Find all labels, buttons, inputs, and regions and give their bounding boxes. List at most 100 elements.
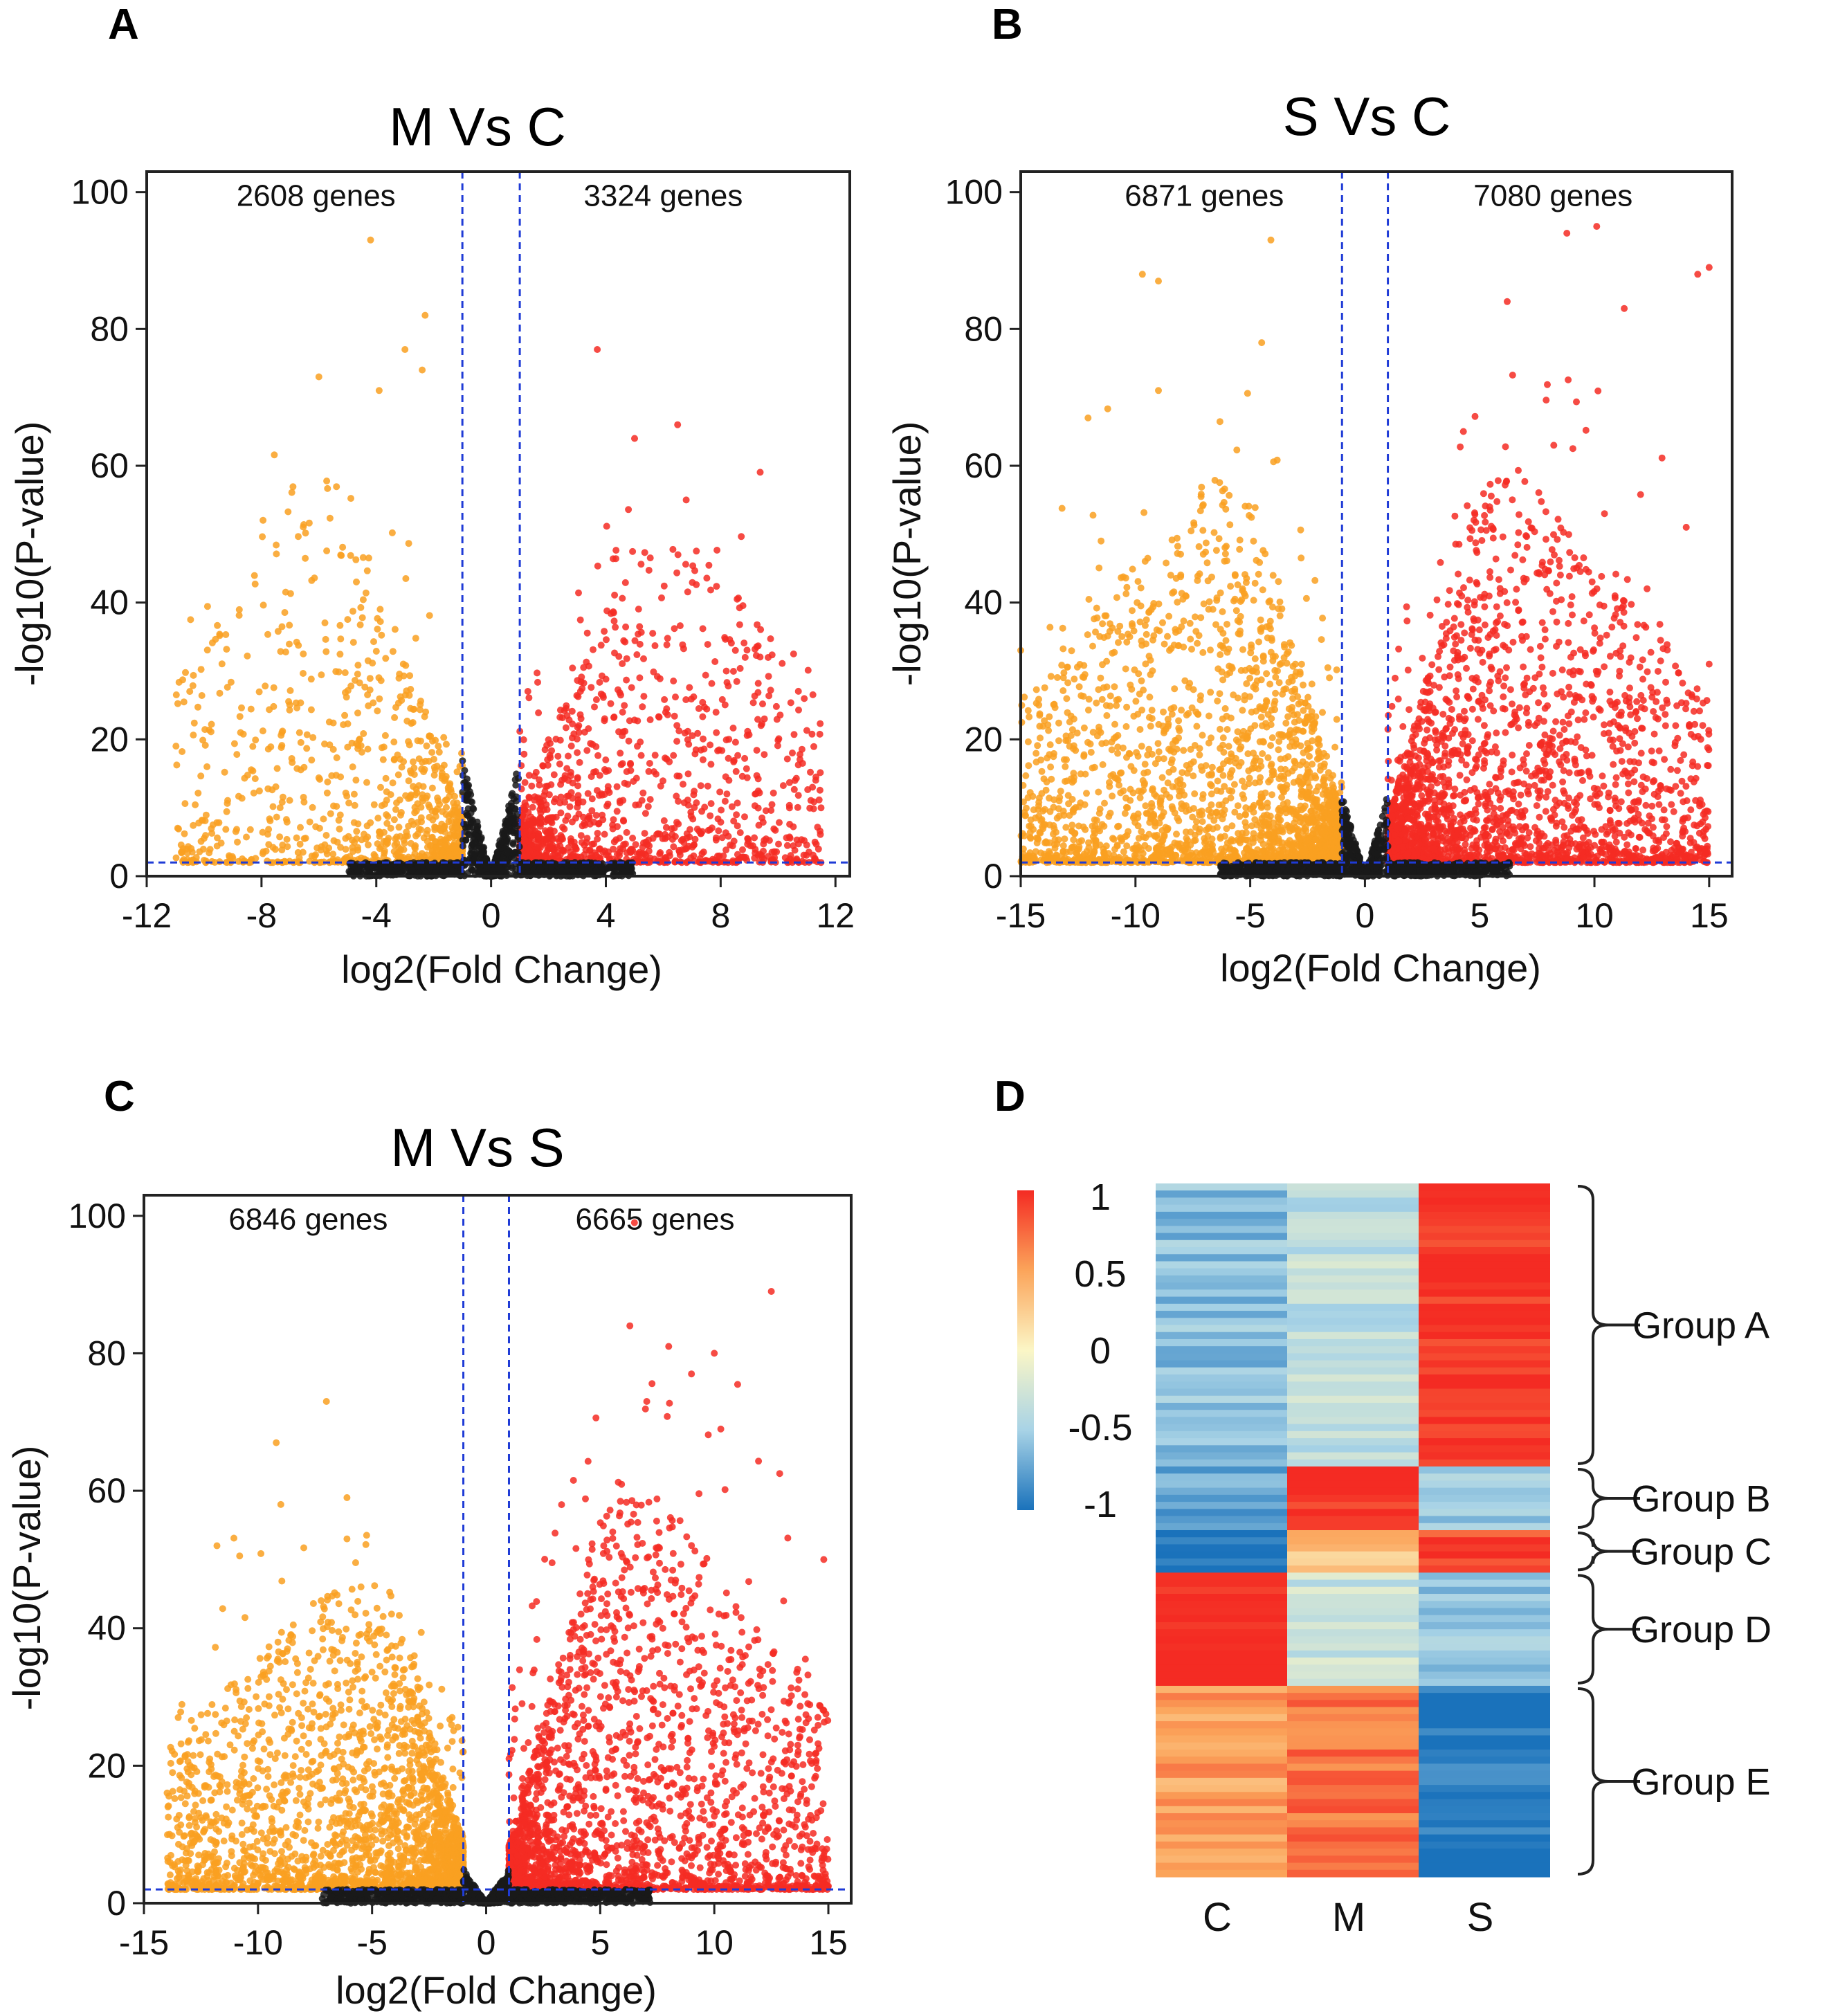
up-point bbox=[774, 742, 781, 750]
down-point bbox=[1067, 712, 1075, 720]
up-point bbox=[543, 848, 550, 856]
down-point bbox=[297, 824, 304, 831]
down-point bbox=[323, 478, 331, 484]
down-point bbox=[295, 642, 302, 649]
up-point-outlier bbox=[809, 783, 817, 791]
up-point bbox=[645, 567, 653, 574]
down-point bbox=[1163, 559, 1170, 567]
down-point bbox=[1319, 615, 1327, 622]
up-point bbox=[599, 811, 606, 819]
up-point bbox=[620, 637, 628, 644]
up-point bbox=[817, 830, 824, 838]
up-point bbox=[641, 810, 649, 817]
up-point bbox=[671, 625, 678, 633]
up-point bbox=[545, 791, 553, 799]
down-point bbox=[1275, 746, 1282, 754]
up-point bbox=[625, 737, 633, 745]
up-point bbox=[586, 846, 594, 854]
down-point bbox=[273, 813, 280, 821]
up-point bbox=[565, 792, 572, 799]
up-point bbox=[739, 602, 747, 610]
up-point bbox=[664, 635, 671, 642]
up-point bbox=[759, 700, 766, 708]
up-point bbox=[729, 725, 737, 732]
down-point bbox=[296, 840, 304, 848]
down-point bbox=[433, 847, 440, 855]
down-point bbox=[236, 713, 244, 720]
panel-b-ylabel: -log10(P-value) bbox=[885, 421, 929, 687]
up-point bbox=[611, 591, 619, 599]
down-point bbox=[1186, 619, 1194, 627]
down-point bbox=[1228, 836, 1235, 844]
down-point bbox=[407, 839, 415, 847]
down-point bbox=[276, 833, 284, 841]
up-point bbox=[646, 716, 654, 723]
up-point bbox=[739, 846, 746, 853]
down-point bbox=[1141, 761, 1149, 768]
down-point bbox=[1275, 578, 1282, 585]
up-point bbox=[594, 752, 602, 759]
up-point bbox=[578, 673, 585, 681]
up-point bbox=[569, 664, 576, 672]
up-point bbox=[552, 813, 560, 821]
up-point bbox=[610, 608, 617, 615]
up-point bbox=[752, 849, 759, 857]
down-point bbox=[1208, 801, 1215, 808]
down-point bbox=[356, 621, 364, 628]
down-point bbox=[1127, 681, 1134, 689]
up-point bbox=[691, 835, 699, 843]
up-point bbox=[767, 687, 774, 694]
down-point bbox=[443, 796, 451, 803]
down-point bbox=[1199, 527, 1207, 534]
down-point bbox=[359, 596, 367, 603]
down-point bbox=[1205, 712, 1212, 720]
down-point bbox=[227, 678, 235, 686]
up-point bbox=[612, 836, 620, 844]
up-point bbox=[754, 621, 761, 628]
up-point bbox=[602, 756, 610, 763]
up-point bbox=[574, 749, 581, 756]
down-point bbox=[382, 655, 390, 662]
down-point bbox=[1032, 750, 1040, 757]
down-point bbox=[1059, 687, 1067, 694]
down-point bbox=[354, 846, 362, 854]
down-point bbox=[1255, 638, 1262, 646]
up-point bbox=[776, 819, 783, 826]
ns-point bbox=[511, 805, 519, 812]
up-point bbox=[723, 790, 731, 798]
down-point bbox=[325, 844, 333, 852]
up-point bbox=[617, 761, 625, 768]
up-point bbox=[520, 736, 527, 743]
down-point bbox=[283, 818, 291, 826]
down-point bbox=[430, 772, 438, 779]
ns-point bbox=[513, 770, 520, 778]
down-point bbox=[435, 743, 442, 750]
down-point bbox=[305, 519, 313, 527]
up-point bbox=[583, 629, 591, 637]
down-point bbox=[278, 623, 286, 630]
down-point bbox=[207, 728, 215, 736]
down-point bbox=[1025, 762, 1032, 770]
down-point bbox=[1063, 756, 1070, 763]
up-point bbox=[682, 561, 689, 568]
up-point bbox=[544, 756, 552, 763]
down-point bbox=[239, 730, 247, 738]
up-point bbox=[675, 727, 683, 735]
up-point bbox=[691, 567, 698, 574]
up-point bbox=[663, 755, 671, 763]
down-point bbox=[276, 804, 284, 812]
panel-a-xlabel: log2(Fold Change) bbox=[341, 947, 662, 991]
up-point bbox=[534, 678, 541, 686]
up-point bbox=[628, 684, 635, 691]
up-point bbox=[576, 759, 583, 766]
down-point bbox=[177, 841, 185, 848]
down-point bbox=[224, 797, 231, 804]
down-point bbox=[279, 793, 286, 801]
down-point bbox=[429, 737, 436, 745]
up-point bbox=[661, 696, 668, 703]
down-point bbox=[201, 726, 209, 734]
down-point bbox=[422, 708, 430, 716]
down-point bbox=[311, 574, 318, 582]
down-point bbox=[418, 818, 425, 826]
up-point bbox=[743, 765, 750, 772]
